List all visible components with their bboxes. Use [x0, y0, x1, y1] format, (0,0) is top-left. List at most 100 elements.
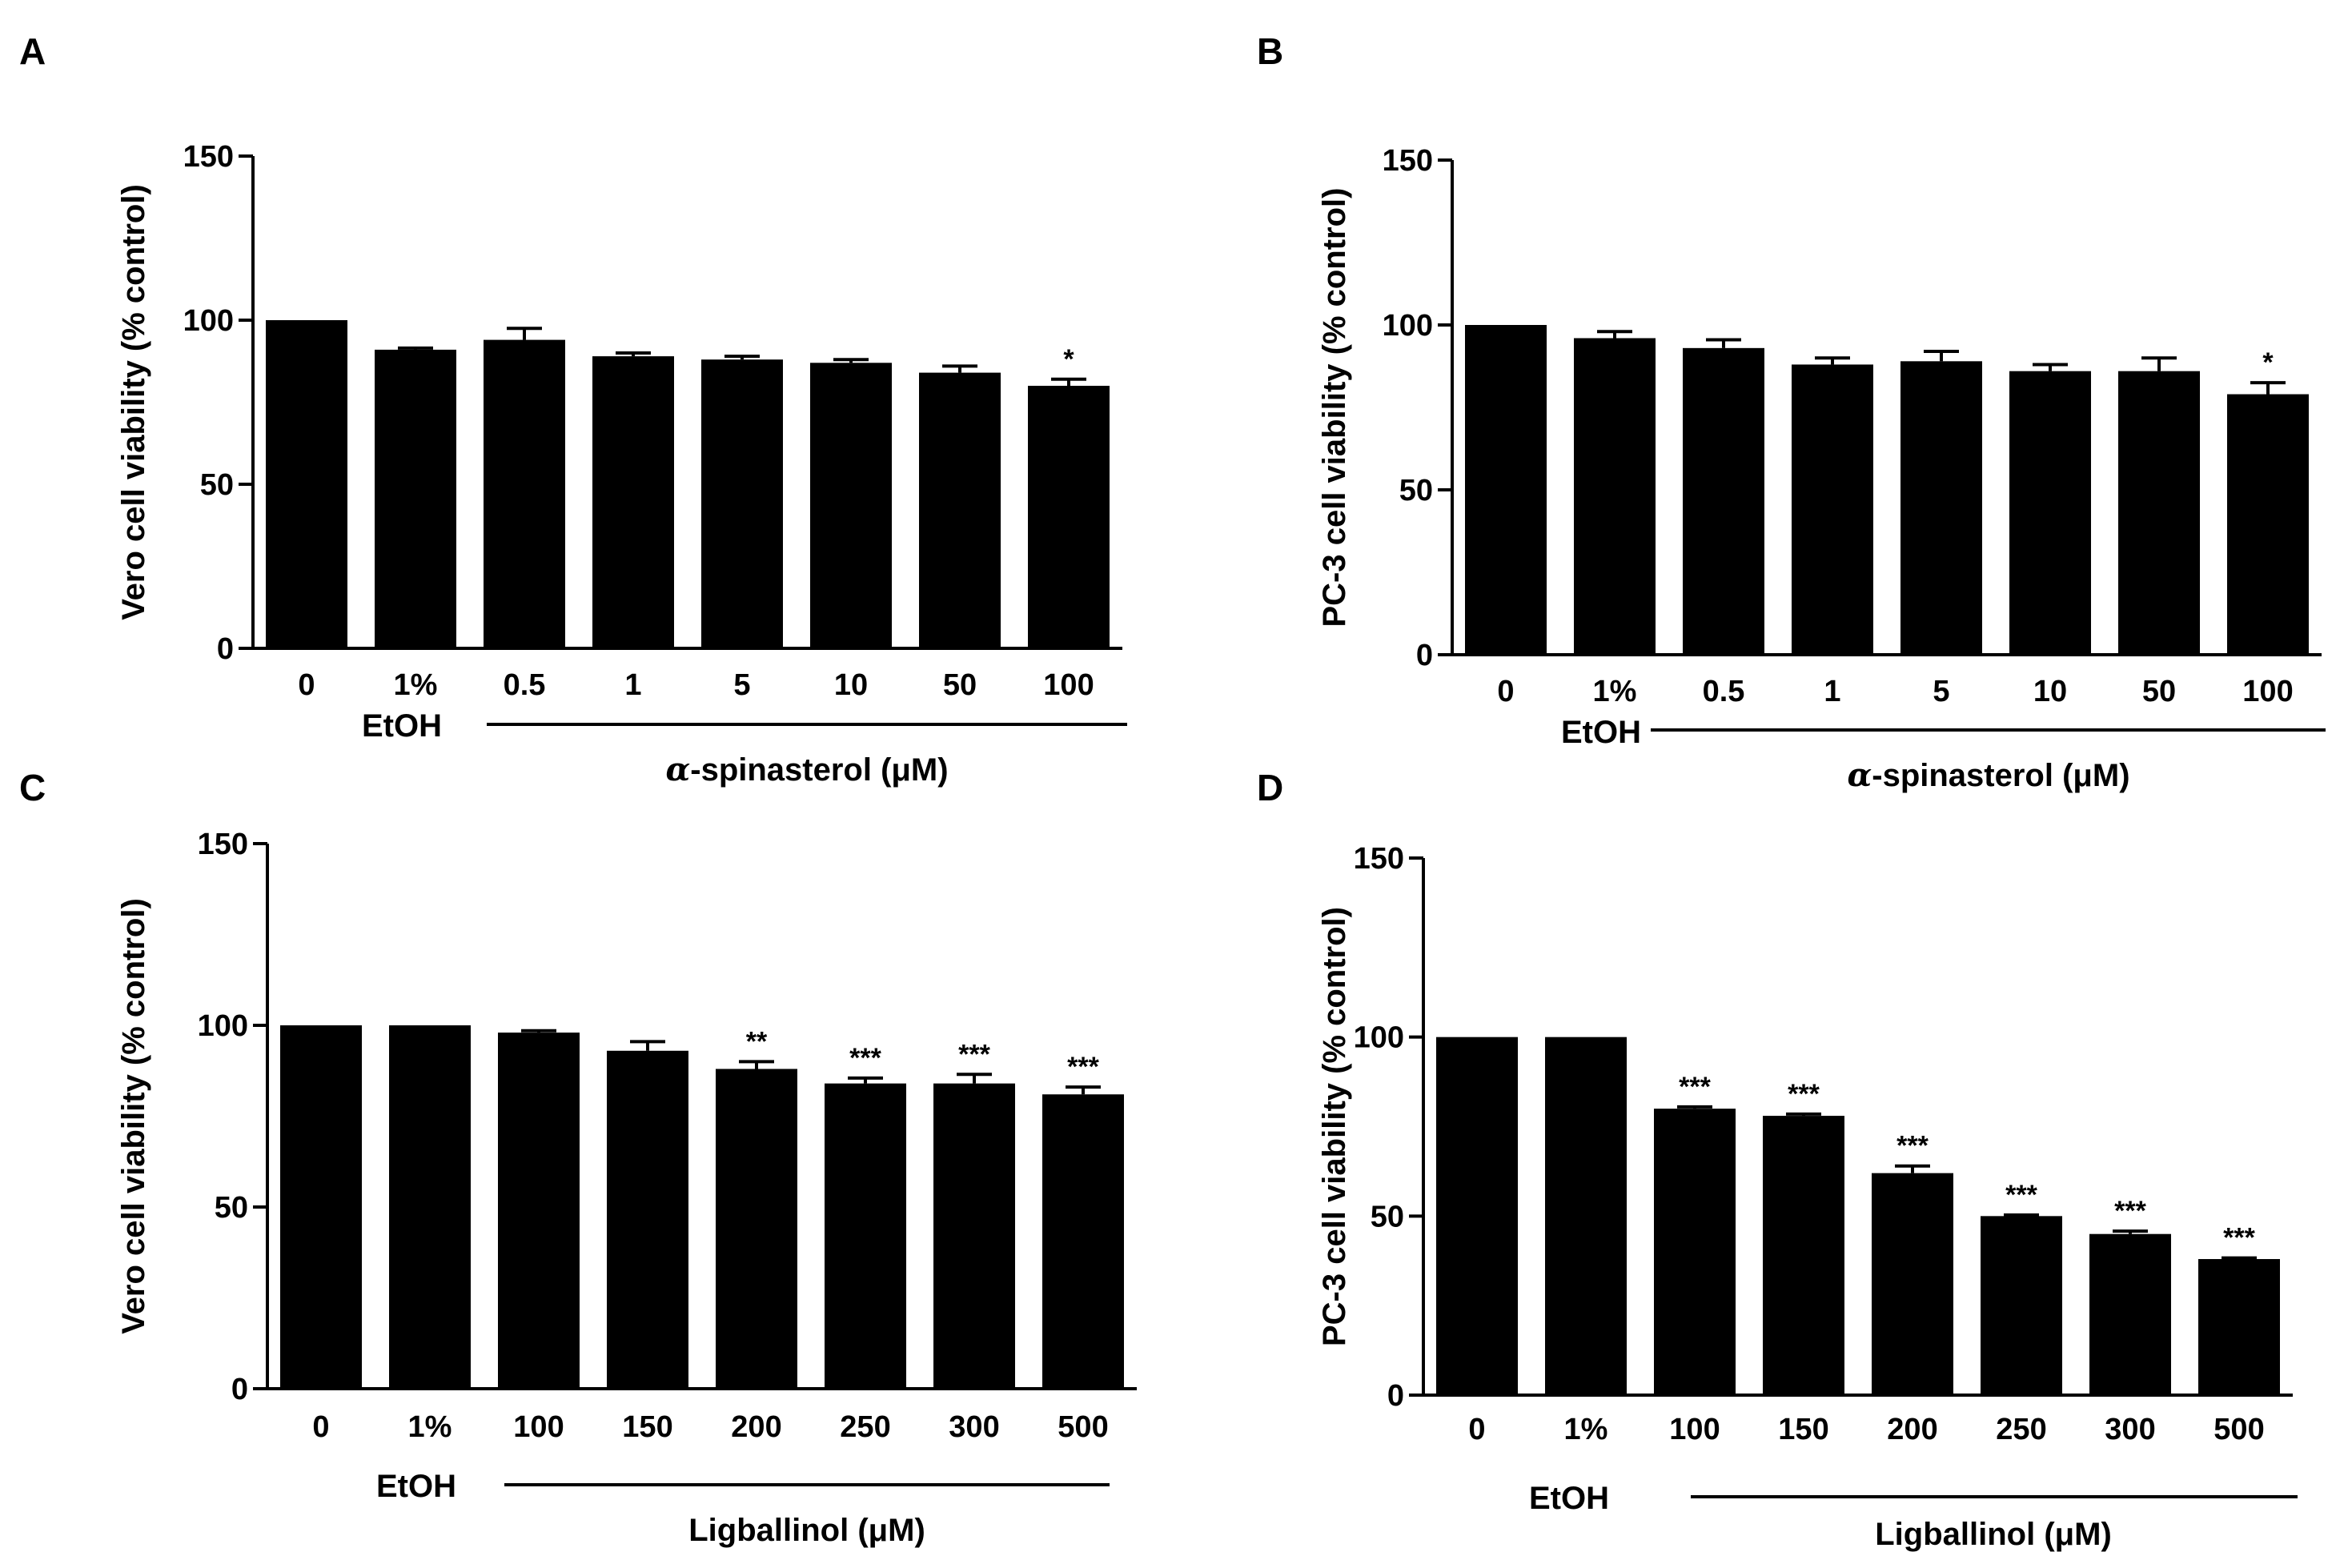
compound-prefix: α — [665, 751, 690, 788]
x-tick-label: 0 — [298, 668, 315, 702]
x-tick-label: 100 — [1669, 1413, 1720, 1446]
panel-letter: D — [1257, 767, 1283, 808]
x-tick-label: 1% — [1593, 675, 1637, 708]
bar — [1545, 1037, 1627, 1395]
compound-name: -spinasterol (μM) — [690, 752, 948, 788]
y-tick-label: 100 — [198, 1009, 248, 1043]
bar — [810, 363, 892, 648]
significance-marker: *** — [849, 1043, 881, 1073]
bar — [1436, 1037, 1518, 1395]
panel-letter: A — [19, 30, 46, 72]
x-tick-label: 150 — [1778, 1413, 1828, 1446]
x-tick-label: 0 — [1468, 1413, 1485, 1446]
x-tick-label: 10 — [834, 668, 868, 702]
y-tick-label: 100 — [1354, 1021, 1404, 1055]
bar — [1763, 1116, 1844, 1395]
panel-c: C 0 50 100 150 Vero cell viability (% control… — [19, 767, 1137, 1548]
bar — [266, 320, 347, 648]
x-tick-label: 1% — [394, 668, 438, 702]
bar — [716, 1069, 797, 1389]
bar — [701, 359, 783, 648]
bar — [1872, 1173, 1953, 1395]
significance-marker: *** — [2114, 1196, 2146, 1226]
bar — [484, 339, 565, 648]
x-tick-label: 250 — [1996, 1413, 2046, 1446]
y-tick-label: 150 — [198, 828, 248, 861]
bar — [498, 1033, 580, 1389]
x-tick-label: 300 — [949, 1410, 999, 1444]
bar — [1465, 325, 1547, 655]
y-tick-label: 50 — [1399, 474, 1433, 507]
y-tick-label: 0 — [1387, 1379, 1404, 1413]
x-tick-label: 300 — [2105, 1413, 2155, 1446]
bar — [825, 1083, 906, 1389]
bar — [2118, 371, 2200, 655]
y-tick-label: 0 — [231, 1373, 248, 1406]
compound-label: Ligballinol (μM) — [688, 1513, 925, 1548]
bar — [1654, 1109, 1736, 1395]
bar — [2198, 1259, 2280, 1395]
x-tick-label: 5 — [733, 668, 750, 702]
significance-marker: * — [2262, 347, 2274, 378]
significance-marker: * — [1063, 344, 1074, 375]
y-axis-label: Vero cell viability (% control) — [116, 184, 151, 620]
x-tick-label: 50 — [2142, 675, 2176, 708]
bar — [607, 1050, 688, 1389]
bar — [1028, 386, 1110, 648]
bar — [1574, 338, 1656, 655]
x-tick-label: 0.5 — [1703, 675, 1745, 708]
bar — [389, 1025, 471, 1389]
x-tick-label: 0.5 — [504, 668, 546, 702]
y-axis-label: Vero cell viability (% control) — [116, 898, 151, 1334]
vehicle-label: EtOH — [376, 1469, 456, 1504]
x-tick-label: 100 — [2242, 675, 2293, 708]
x-tick-label: 0 — [1497, 675, 1514, 708]
significance-marker: *** — [2005, 1180, 2037, 1210]
vehicle-label: EtOH — [1529, 1481, 1609, 1516]
y-tick-label: 150 — [1383, 144, 1433, 178]
y-tick-label: 0 — [217, 632, 234, 666]
x-tick-label: 0 — [312, 1410, 329, 1444]
bar — [1900, 361, 1982, 655]
significance-marker: ** — [746, 1026, 768, 1057]
x-tick-label: 5 — [1933, 675, 1949, 708]
y-axis-label: PC-3 cell viability (% control) — [1317, 907, 1352, 1346]
compound-name: -spinasterol (μM) — [1872, 758, 2129, 793]
bar — [1683, 347, 1764, 655]
compound-label: α-spinasterol (μM) — [665, 751, 948, 788]
y-tick-label: 150 — [1354, 842, 1404, 876]
bar — [1792, 364, 1873, 655]
significance-marker: *** — [1067, 1052, 1099, 1082]
y-tick-label: 50 — [215, 1191, 248, 1225]
bar — [2009, 371, 2091, 655]
compound-prefix: α — [1847, 756, 1872, 794]
x-tick-label: 1 — [624, 668, 641, 702]
significance-marker: *** — [1788, 1079, 1820, 1109]
significance-marker: *** — [2223, 1223, 2255, 1253]
bar — [280, 1025, 362, 1389]
bar — [2089, 1233, 2171, 1395]
bar — [375, 349, 456, 648]
panel-letter: C — [19, 767, 46, 808]
x-tick-label: 1% — [1564, 1413, 1608, 1446]
significance-marker: *** — [1896, 1131, 1929, 1161]
significance-marker: *** — [958, 1039, 990, 1069]
x-tick-label: 200 — [731, 1410, 781, 1444]
x-tick-label: 100 — [513, 1410, 564, 1444]
x-tick-label: 1% — [408, 1410, 452, 1444]
significance-marker: *** — [1679, 1072, 1711, 1102]
x-tick-label: 1 — [1824, 675, 1840, 708]
y-tick-label: 100 — [1383, 309, 1433, 343]
compound-label: Ligballinol (μM) — [1875, 1517, 2112, 1552]
x-tick-label: 200 — [1887, 1413, 1937, 1446]
compound-name: Ligballinol (μM) — [688, 1513, 925, 1548]
bar — [592, 356, 674, 648]
x-tick-label: 100 — [1043, 668, 1094, 702]
y-tick-label: 150 — [183, 140, 234, 174]
bar — [933, 1083, 1015, 1389]
y-tick-label: 100 — [183, 304, 234, 338]
